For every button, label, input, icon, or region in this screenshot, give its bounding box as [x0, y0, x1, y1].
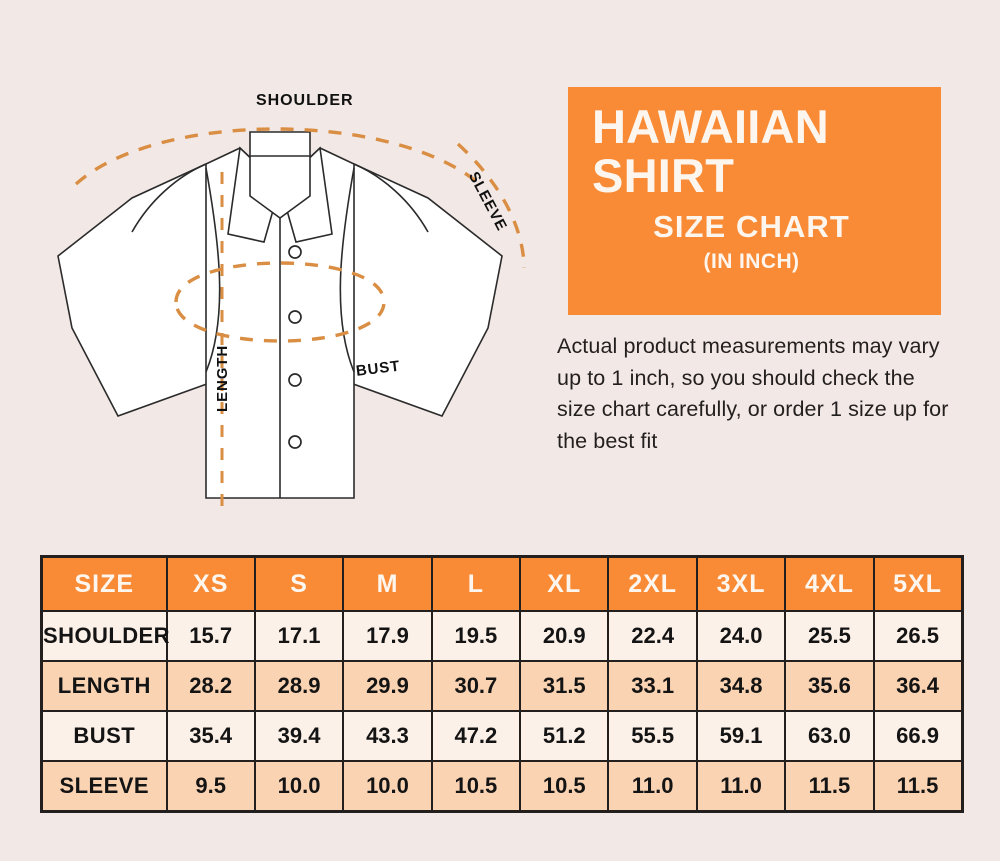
cell-bust-2xl: 55.5: [607, 710, 698, 762]
table-row: SHOULDER 15.7 17.1 17.9 19.5 20.9 22.4 24.0 25.5…: [40, 610, 964, 662]
header-cell-xs: XS: [165, 555, 256, 612]
header-cell-size: SIZE: [40, 555, 168, 612]
size-table-container: SIZE XS S M L XL 2XL 3XL 4XL 5XL SHOULDER 15.7 17.1 1…: [40, 555, 964, 813]
top-section: SHOULDER SLEEVE BUST LENGTH HAWAIIAN SHI…: [28, 36, 949, 516]
shirt-illustration: SHOULDER SLEEVE BUST LENGTH: [28, 36, 548, 516]
header-cell-l: L: [430, 555, 522, 612]
shoulder-measurement-label: SHOULDER: [256, 92, 354, 109]
cell-bust-5xl: 66.9: [872, 710, 964, 762]
cell-sleeve-m: 10.0: [342, 760, 433, 813]
cell-length-3xl: 34.8: [695, 660, 787, 712]
cell-shoulder-3xl: 24.0: [695, 610, 787, 662]
header-cell-5xl: 5XL: [872, 555, 964, 612]
cell-sleeve-4xl: 11.5: [784, 760, 875, 813]
cell-bust-xl: 51.2: [519, 710, 610, 762]
cell-sleeve-5xl: 11.5: [872, 760, 964, 813]
row-label-sleeve: SLEEVE: [40, 760, 168, 813]
table-row: BUST 35.4 39.4 43.3 47.2 51.2 55.5 59.1 63.0 66.9: [40, 710, 964, 762]
cell-sleeve-2xl: 11.0: [607, 760, 698, 813]
cell-sleeve-3xl: 11.0: [695, 760, 787, 813]
cell-sleeve-xl: 10.5: [519, 760, 610, 813]
title-unit: (IN INCH): [703, 249, 800, 273]
cell-length-l: 30.7: [430, 660, 522, 712]
title-line-1: HAWAIIAN: [592, 100, 829, 153]
cell-bust-m: 43.3: [342, 710, 433, 762]
header-cell-xl: XL: [519, 555, 610, 612]
cell-bust-xs: 35.4: [165, 710, 256, 762]
cell-sleeve-l: 10.5: [430, 760, 522, 813]
header-cell-3xl: 3XL: [695, 555, 787, 612]
title-block: HAWAIIAN SHIRT SIZE CHART (IN INCH): [568, 87, 941, 315]
cell-length-m: 29.9: [342, 660, 433, 712]
cell-length-s: 28.9: [253, 660, 345, 712]
page-title: HAWAIIAN SHIRT: [568, 100, 941, 202]
cell-sleeve-xs: 9.5: [165, 760, 256, 813]
cell-shoulder-4xl: 25.5: [784, 610, 875, 662]
cell-shoulder-m: 17.9: [342, 610, 433, 662]
cell-bust-4xl: 63.0: [784, 710, 875, 762]
row-label-length: LENGTH: [40, 660, 168, 712]
description-text: Actual product measurements may vary up …: [557, 334, 949, 453]
cell-shoulder-l: 19.5: [430, 610, 522, 662]
header-cell-4xl: 4XL: [784, 555, 875, 612]
table-row: SLEEVE 9.5 10.0 10.0 10.5 10.5 11.0 11.0 11.5 11.…: [40, 760, 964, 813]
cell-length-xl: 31.5: [519, 660, 610, 712]
cell-shoulder-xs: 15.7: [165, 610, 256, 662]
cell-shoulder-2xl: 22.4: [607, 610, 698, 662]
cell-shoulder-s: 17.1: [253, 610, 345, 662]
cell-bust-l: 47.2: [430, 710, 522, 762]
row-label-bust: BUST: [40, 710, 168, 762]
table-header-row: SIZE XS S M L XL 2XL 3XL 4XL 5XL: [40, 555, 964, 612]
row-label-shoulder: SHOULDER: [40, 610, 170, 662]
header-cell-s: S: [253, 555, 345, 612]
cell-length-xs: 28.2: [165, 660, 256, 712]
header-cell-2xl: 2XL: [607, 555, 698, 612]
size-chart-table: SIZE XS S M L XL 2XL 3XL 4XL 5XL SHOULDER 15.7 17.1 1…: [40, 555, 964, 813]
cell-length-4xl: 35.6: [784, 660, 875, 712]
cell-shoulder-5xl: 26.5: [872, 610, 964, 662]
cell-shoulder-xl: 20.9: [519, 610, 610, 662]
cell-bust-3xl: 59.1: [695, 710, 787, 762]
title-line-2: SHIRT: [592, 148, 735, 202]
table-row: LENGTH 28.2 28.9 29.9 30.7 31.5 33.1 34.8 35.6 36…: [40, 660, 964, 712]
cell-bust-s: 39.4: [253, 710, 345, 762]
cell-length-5xl: 36.4: [872, 660, 964, 712]
header-cell-m: M: [342, 555, 433, 612]
length-measurement-label: LENGTH: [214, 344, 231, 412]
cell-sleeve-s: 10.0: [253, 760, 345, 813]
cell-length-2xl: 33.1: [607, 660, 698, 712]
title-subtitle: SIZE CHART: [653, 208, 850, 244]
